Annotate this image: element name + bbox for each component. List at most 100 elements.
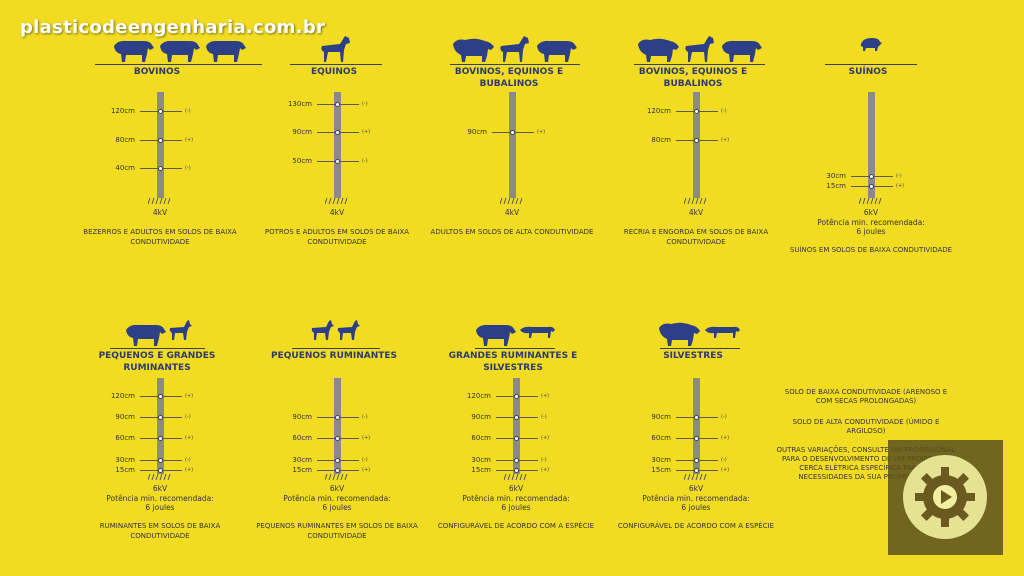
wire-height-label: 90cm [467, 128, 487, 136]
wire-insulator [158, 166, 163, 171]
ground-symbol [500, 198, 523, 205]
panel-title: PEQUENOS E GRANDES RUMINANTES [98, 351, 216, 373]
wire-insulator [694, 468, 699, 473]
wire-insulator [514, 415, 519, 420]
wire-insulator [158, 394, 163, 399]
power-recommendation: Potência min. recomendada: [817, 218, 925, 227]
wire-polarity-label: (+) [541, 393, 550, 399]
wire-insulator [335, 436, 340, 441]
wire-insulator [510, 130, 515, 135]
wire-polarity-label: (-) [721, 414, 727, 420]
wire-insulator [514, 394, 519, 399]
wire-height-label: 90cm [651, 413, 671, 421]
animal-icons [321, 36, 350, 62]
wire-insulator [158, 109, 163, 114]
ground-symbol [325, 474, 348, 481]
wire-polarity-label: (+) [185, 393, 194, 399]
wire-insulator [335, 130, 340, 135]
wire-insulator [335, 159, 340, 164]
fence-post [693, 378, 700, 474]
panel-title: EQUINOS [310, 67, 358, 77]
panel-title: SILVESTRES [663, 351, 723, 361]
legend-high-conductivity: SOLO DE ALTA CONDUTIVIDADE (ÚMIDO E ARGI… [792, 418, 940, 435]
wire-polarity-label: (-) [721, 108, 727, 114]
panel-title: SUÍNOS [848, 67, 888, 77]
animal-icons [637, 36, 762, 62]
title-underline [825, 64, 917, 65]
wire-insulator [158, 415, 163, 420]
wire-height-label: 80cm [651, 136, 671, 144]
wire-polarity-label: (-) [185, 108, 191, 114]
panel-description: RUMINANTES EM SOLOS DE BAIXA CONDUTIVIDA… [99, 522, 221, 540]
wire-insulator [869, 184, 874, 189]
panel-description: CONFIGURÁVEL DE ACORDO COM A ESPÉCIE [437, 522, 595, 530]
legend-low-conductivity: SOLO DE BAIXA CONDUTIVIDADE (ARENOSO E C… [784, 388, 948, 405]
horse-icon [684, 36, 714, 62]
bull-icon [205, 40, 246, 62]
ground-symbol [859, 198, 882, 205]
wire-polarity-label: (+) [185, 435, 194, 441]
ground-symbol [684, 474, 707, 481]
voltage-label: 6kV [329, 484, 345, 493]
bull-icon [537, 40, 577, 62]
fence-post [334, 378, 341, 474]
wire-height-label: 60cm [471, 434, 491, 442]
wire-insulator [335, 458, 340, 463]
wire-insulator [158, 436, 163, 441]
title-underline [475, 348, 555, 349]
panel-title: GRANDES RUMINANTES E SILVESTRES [448, 351, 578, 373]
animal-icons [311, 320, 360, 340]
wire-height-label: 15cm [471, 466, 491, 474]
site-watermark: plasticodeengenharia.com.br [20, 17, 326, 38]
voltage-label: 4kV [329, 208, 345, 217]
wire-height-label: 90cm [471, 413, 491, 421]
title-underline [290, 64, 382, 65]
power-recommendation: Potência min. recomendada: [642, 494, 750, 503]
voltage-label: 6kV [508, 484, 524, 493]
wire-polarity-label: (+) [185, 137, 194, 143]
title-underline [450, 64, 580, 65]
jaguar-icon [705, 326, 740, 338]
wire-height-label: 15cm [292, 466, 312, 474]
legend-other-variations: OUTRAS VARIAÇÕES, CONSULTE UM PROFISSION… [776, 446, 956, 481]
animal-icons [113, 40, 246, 62]
ground-symbol [148, 198, 171, 205]
wire-polarity-label: (-) [362, 101, 368, 107]
wire-insulator [694, 109, 699, 114]
wire-height-label: 120cm [110, 392, 135, 400]
wire-insulator [514, 436, 519, 441]
panel-description: ADULTOS EM SOLOS DE ALTA CONDUTIVIDADE [430, 228, 594, 236]
wire-height-label: 15cm [115, 466, 135, 474]
wire-polarity-label: (-) [185, 457, 191, 463]
logo-badge[interactable] [888, 440, 1003, 555]
wire-height-label: 120cm [110, 107, 135, 115]
wire-height-label: 60cm [292, 434, 312, 442]
wire-polarity-label: (-) [896, 173, 902, 179]
power-recommendation-value: 6 joules [501, 503, 531, 512]
wire-insulator [694, 458, 699, 463]
fence-post [157, 378, 164, 474]
animal-icons [476, 324, 555, 346]
wire-polarity-label: (+) [541, 435, 550, 441]
wire-height-label: 60cm [115, 434, 135, 442]
voltage-label: 6kV [152, 484, 168, 493]
wire-polarity-label: (+) [362, 129, 371, 135]
fence-post [868, 92, 875, 198]
wire-height-label: 80cm [115, 136, 135, 144]
wire-polarity-label: (+) [537, 129, 546, 135]
fence-post [513, 378, 520, 474]
wire-polarity-label: (+) [896, 183, 905, 189]
wire-height-label: 60cm [651, 434, 671, 442]
wire-height-label: 120cm [646, 107, 671, 115]
wire-height-label: 30cm [826, 172, 846, 180]
power-recommendation: Potência min. recomendada: [106, 494, 214, 503]
fence-post [334, 92, 341, 198]
animal-icons [125, 320, 192, 346]
fence-post [157, 92, 164, 198]
power-recommendation: Potência min. recomendada: [462, 494, 570, 503]
goat-icon [337, 320, 360, 340]
panel-description: CONFIGURÁVEL DE ACORDO COM A ESPÉCIE [617, 522, 775, 530]
goat-icon [169, 320, 192, 340]
bull-icon [159, 40, 200, 62]
ground-symbol [504, 474, 527, 481]
